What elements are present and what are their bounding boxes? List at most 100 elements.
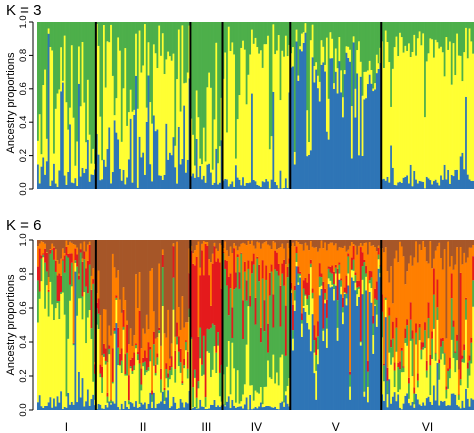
panel-k3-bar-segment (120, 141, 123, 181)
panel-k6-bar-segment (147, 367, 150, 371)
panel-k6-bar-segment (136, 307, 140, 353)
panel-k3-bar-segment (240, 47, 243, 186)
panel-k6-bar-segment (450, 273, 453, 299)
panel-k6-bar-segment (215, 240, 218, 249)
panel-k6-bar-segment (49, 240, 52, 250)
panel-k6-bar-segment (449, 368, 452, 379)
panel-k3-bar-segment (206, 164, 209, 189)
panel-k3-bar-segment (238, 95, 241, 180)
panel-k6-bar-segment (359, 243, 362, 248)
panel-k3-bar-segment (38, 114, 41, 184)
panel-k6-bar-segment (97, 298, 100, 314)
panel-k6-bar-segment (406, 345, 409, 394)
panel-k6-bar-segment (135, 344, 138, 349)
panel-k3-bar-segment (327, 139, 330, 189)
panel-k6-bar-segment (256, 258, 259, 393)
panel-k6-bar-segment (185, 322, 188, 341)
panel-k6-bar-segment (218, 396, 222, 407)
panel-k3-bar-segment (231, 42, 234, 182)
panel-k6-bar-segment (390, 364, 393, 404)
panel-k6-bar-segment (136, 354, 140, 361)
panel-k6-bar-segment (306, 323, 309, 410)
panel-k6-bar-segment (234, 402, 238, 408)
panel-k6-bar-segment (313, 373, 316, 410)
panel-k6-bar-segment (366, 386, 370, 403)
panel-k3-bar-segment (65, 184, 68, 189)
panel-k6-bar-segment (122, 408, 125, 410)
panel-k3-bar-segment (67, 129, 70, 172)
panel-k3-bar-segment (324, 64, 327, 72)
panel-k3-bar-segment (377, 22, 380, 64)
panel-k6-bar-segment (358, 240, 361, 246)
panel-k6-bar-segment (411, 330, 414, 339)
panel-k3-bar-segment (60, 91, 63, 189)
panel-k3-bar-segment (70, 45, 74, 183)
panel-k6-bar-segment (63, 406, 66, 410)
panel-k6-bar-segment (395, 327, 398, 352)
panel-k6-bar-segment (366, 402, 370, 410)
panel-k3-bar-segment (79, 22, 82, 107)
panel-k6-bar-segment (374, 304, 377, 306)
panel-k6-bar-segment (424, 405, 427, 410)
panel-k6-bar-segment (110, 400, 113, 404)
panel-k3-bar-segment (327, 22, 330, 99)
panel-k6-bar-segment (416, 240, 420, 263)
panel-k6-bar-segment (85, 240, 88, 252)
panel-k6-bar-segment (311, 292, 314, 299)
panel-k6-bar-segment (422, 349, 425, 403)
panel-k6-bar-segment (334, 264, 337, 268)
panel-k6-bar-segment (142, 362, 145, 367)
panel-k3-bar-segment (276, 22, 279, 51)
panel-k6-bar-segment (168, 240, 172, 359)
panel-k3-bar-segment (359, 61, 362, 77)
panel-k6-bar-segment (78, 279, 81, 299)
panel-k6-bar-segment (243, 271, 247, 385)
panel-k3-bar-segment (429, 22, 432, 39)
panel-k6-y-tick-label: 1.0 (18, 233, 29, 246)
panel-k6-bar-segment (144, 240, 147, 334)
panel-k3-bar-segment (56, 186, 59, 189)
panel-k6-bar-segment (101, 408, 104, 410)
panel-k3-bar-segment (434, 179, 437, 189)
panel-k6-bar-segment (119, 299, 122, 354)
panel-k6-bar-segment (461, 358, 464, 363)
panel-k3-bar-segment (452, 176, 455, 189)
panel-k6-bar-segment (252, 253, 255, 265)
panel-k6-bar-segment (395, 317, 398, 328)
panel-k3-bar-segment (263, 182, 266, 189)
panel-k3-bar-segment (147, 75, 150, 189)
panel-k3-bar-segment (233, 54, 236, 187)
panel-k3-bar-segment (422, 181, 425, 189)
panel-k3-bar-segment (65, 102, 68, 185)
panel-k6-bar-segment (104, 240, 107, 310)
panel-k6-bar-segment (160, 240, 163, 346)
panel-k6-bar-segment (302, 288, 305, 307)
panel-k3-bar-segment (384, 180, 387, 189)
panel-k6-bar-segment (283, 259, 286, 286)
panel-k3-bar-segment (354, 22, 357, 89)
panel-k6-bar-segment (363, 391, 366, 397)
panel-k6-bar-segment (113, 403, 116, 410)
panel-k6-bar-segment (199, 240, 202, 268)
panel-k3-bar-segment (424, 22, 427, 118)
panel-k3-bar-segment (174, 167, 177, 189)
panel-k6-bar-segment (70, 242, 74, 254)
panel-k3-bar-segment (202, 22, 206, 128)
panel-k6-bar-segment (454, 394, 457, 410)
panel-k6-bar-segment (445, 398, 448, 406)
panel-k6-bar-segment (240, 240, 243, 244)
panel-k6-bar-segment (429, 240, 432, 242)
panel-k6-bar-segment (374, 240, 377, 248)
panel-k3-bar-segment (447, 49, 450, 170)
panel-k6-bar-segment (420, 349, 423, 360)
panel-k3-bar-segment (424, 117, 427, 189)
panel-k3-bar-segment (258, 53, 261, 186)
panel-k3-bar-segment (388, 62, 391, 183)
panel-k3-bar-segment (356, 50, 359, 74)
panel-k3-bar-segment (284, 178, 288, 189)
panel-k6-bar-segment (247, 306, 250, 410)
panel-k6-bar-segment (53, 320, 56, 399)
panel-k6-bar-segment (265, 405, 268, 410)
panel-k3-bar-segment (238, 22, 241, 96)
panel-k6-bar-segment (45, 405, 49, 410)
